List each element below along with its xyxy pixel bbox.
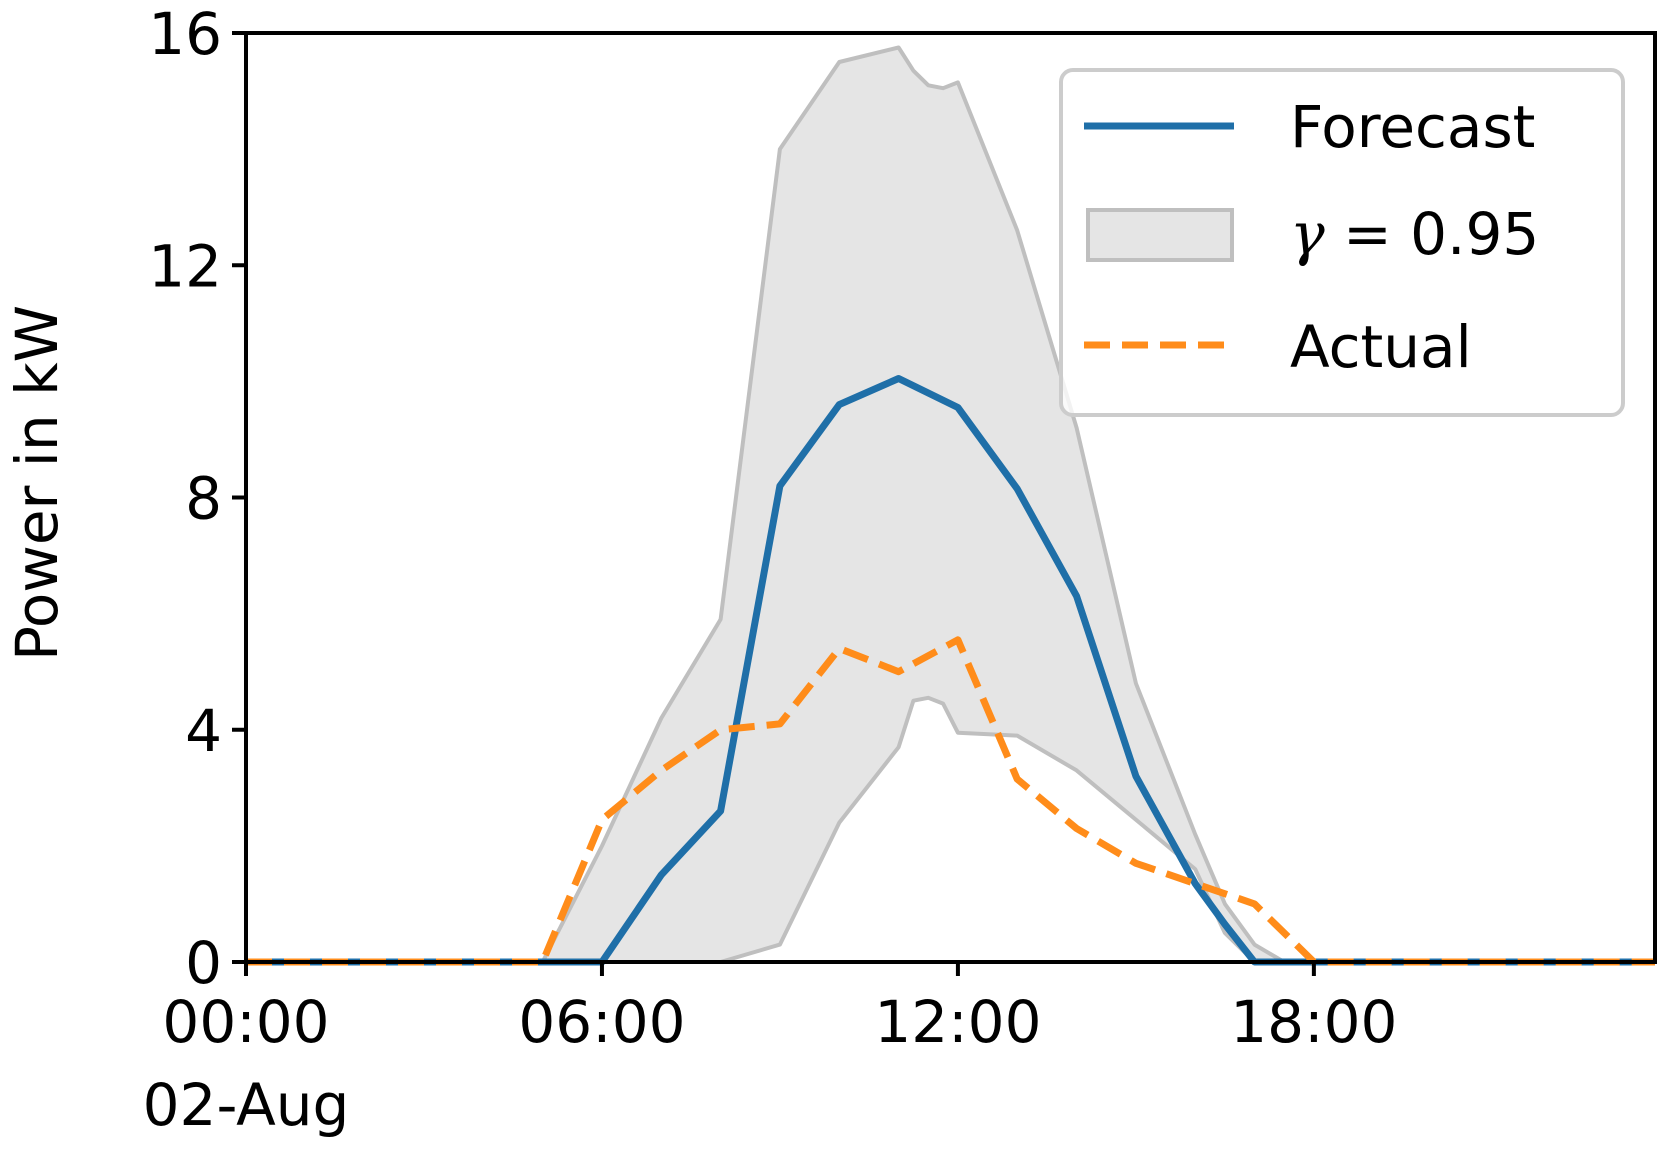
x-tick-label-00:00: 00:00 <box>162 988 329 1056</box>
y-tick-label-8: 8 <box>185 465 222 533</box>
interval-lower-edge <box>246 695 1655 964</box>
legend-interval-label: γ = 0.95 <box>1290 200 1539 268</box>
interval-band-fill <box>246 47 1655 962</box>
legend-frame <box>1059 68 1625 417</box>
x-tick-label-18:00: 18:00 <box>1230 988 1397 1056</box>
actual-line <box>246 636 1655 966</box>
forecast-line <box>246 375 1655 966</box>
ticks-layer: 0 4 8 12 16 00:00 02-Aug 06:00 12:00 18:00 <box>143 0 1398 1139</box>
y-tick-label-16: 16 <box>148 0 222 68</box>
legend-gamma-symbol: γ <box>1290 200 1325 268</box>
x-tick-label-06:00: 06:00 <box>518 988 685 1056</box>
y-tick-label-12: 12 <box>148 232 222 300</box>
y-tick-label-0: 0 <box>185 929 222 997</box>
series-layer <box>246 375 1655 966</box>
x-tick-sublabel-02-Aug: 02-Aug <box>143 1071 350 1139</box>
y-axis-label: Power in kW <box>3 305 71 661</box>
x-tick-label-12:00: 12:00 <box>874 988 1041 1056</box>
legend-actual-label: Actual <box>1290 313 1472 381</box>
legend: Forecast γ = 0.95 Actual <box>1059 68 1625 417</box>
legend-interval-value: = 0.95 <box>1325 200 1540 268</box>
y-tick-label-4: 4 <box>185 697 222 765</box>
interval-upper-edge <box>246 45 1655 964</box>
legend-interval-swatch <box>1086 208 1234 262</box>
legend-forecast-label: Forecast <box>1290 93 1535 161</box>
